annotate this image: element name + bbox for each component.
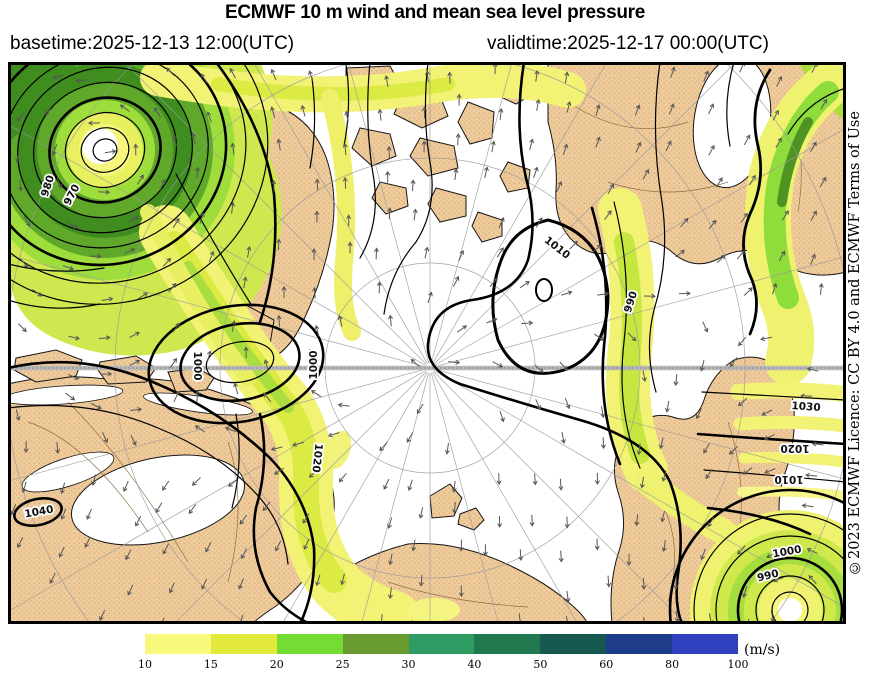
colorbar-segment	[210, 634, 277, 654]
graticule-layer	[8, 62, 846, 624]
pressure-label: 1030	[791, 400, 821, 414]
colorbar-segment	[342, 634, 409, 654]
page-title: ECMWF 10 m wind and mean sea level press…	[224, 2, 646, 23]
colorbar-segment	[606, 634, 672, 654]
pressure-label: 1000	[308, 350, 320, 379]
colorbar-segment	[408, 634, 475, 654]
colorbar-segment	[145, 634, 211, 654]
validtime-label: validtime:2025-12-17 00:00(UTC)	[487, 33, 769, 54]
colorbar-segment	[672, 634, 738, 654]
colorbar-tick-label: 80	[665, 658, 680, 671]
pressure-label: 1020	[310, 443, 325, 473]
colorbar-segment	[540, 634, 607, 654]
basetime-label: basetime:2025-12-13 12:00(UTC)	[10, 33, 295, 54]
pressure-label: 1010	[774, 473, 803, 485]
colorbar-segment	[276, 634, 343, 654]
colorbar-swatches	[145, 634, 738, 654]
colorbar-tick-label: 20	[269, 658, 284, 671]
colorbar-tick-label: 30	[401, 658, 416, 671]
pressure-label: 1000	[191, 351, 203, 380]
copyright-notice: ©2023 ECMWF Licence: CC BY 4.0 and ECMWF…	[847, 111, 863, 575]
colorbar-tick-label: 15	[203, 658, 218, 671]
colorbar-tick-label: 100	[727, 658, 749, 671]
colorbar-tick-label: 50	[533, 658, 548, 671]
colorbar-tick-label: 60	[599, 658, 614, 671]
colorbar-tick-label: 10	[138, 658, 152, 671]
colorbar-tick-label: 40	[467, 658, 482, 671]
wind-speed-colorbar: 10 15 20 25 30 40 50 60 80 100 (m/s)	[138, 634, 865, 676]
pressure-label: 1020	[780, 442, 809, 454]
colorbar-tick-label: 25	[335, 658, 350, 671]
colorbar-unit: (m/s)	[744, 642, 781, 658]
weather-map: 980 970 1000 1000 1020 1010 990 1030 1020 1010 100…	[8, 62, 846, 624]
map-frame	[8, 62, 846, 624]
isobar-layer	[8, 62, 846, 624]
colorbar-segment	[474, 634, 541, 654]
